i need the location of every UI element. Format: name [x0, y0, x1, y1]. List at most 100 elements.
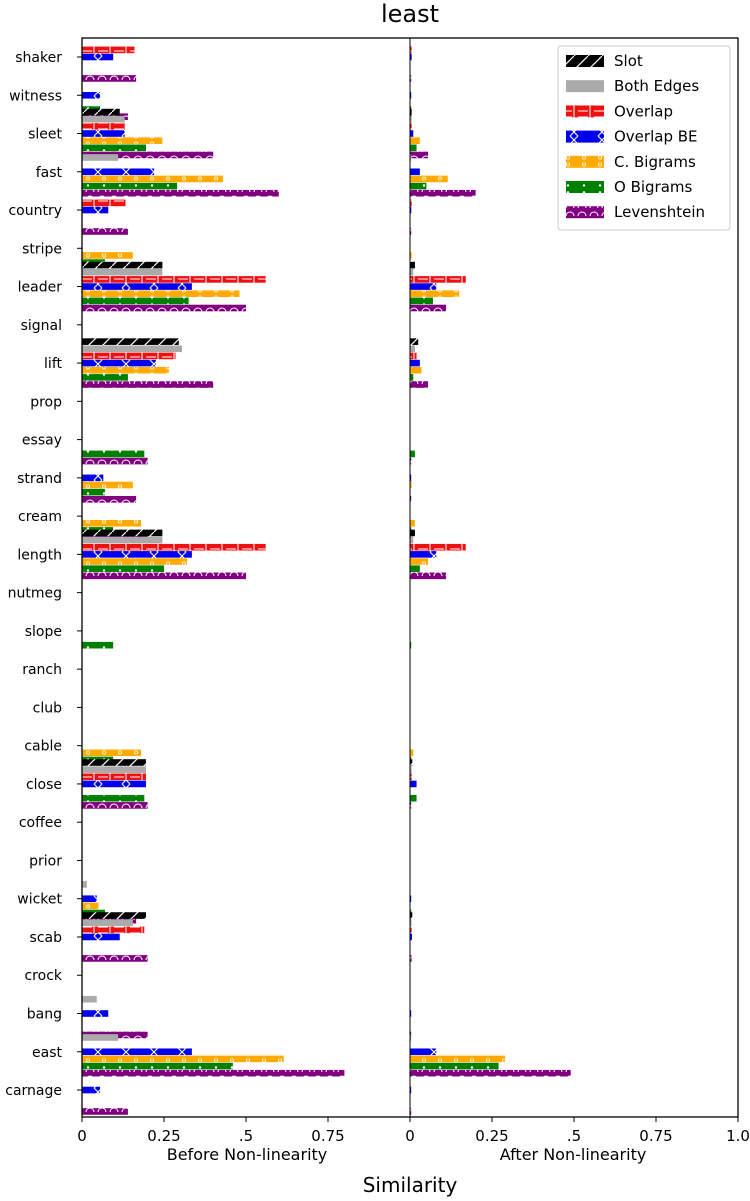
bar-after-overlap-be-sleet [410, 130, 414, 137]
bar-before-both-edges-wicket [82, 881, 87, 888]
legend-swatch-c-bigrams [566, 155, 604, 168]
bar-before-c-bigrams-leader [82, 290, 240, 298]
bar-before-both-edges-length [82, 536, 163, 544]
bar-before-c-bigrams-strand [82, 481, 133, 489]
x-tick-label: .5 [567, 1127, 581, 1145]
legend-swatch-overlap [566, 105, 604, 118]
bar-after-o-bigrams-fast [410, 182, 427, 190]
bar-before-overlap-be-witness [82, 91, 101, 99]
y-tick-label: strand [17, 471, 62, 487]
y-tick-label: shaker [15, 50, 62, 66]
y-tick-label: scab [30, 930, 63, 946]
bar-after-slot-scab [410, 912, 413, 919]
bar-after-c-bigrams-stripe [410, 252, 412, 259]
bar-after-c-bigrams-leader [410, 290, 460, 298]
bar-after-c-bigrams-fast [410, 175, 448, 183]
y-tick-label: crock [24, 968, 62, 984]
bar-before-slot-sleet [82, 108, 120, 116]
bar-before-levenshtein-country [82, 228, 128, 235]
bar-after-overlap-be-carnage [410, 1086, 412, 1094]
bar-after-both-edges-lift [410, 345, 415, 353]
bar-after-overlap-country [410, 199, 412, 207]
bar-before-levenshtein-sleet [82, 151, 214, 159]
bar-after-o-bigrams-essay [410, 450, 415, 458]
y-tick-label: witness [9, 88, 62, 104]
axes-layer: shaker witness sleet fast country stripe leade… [5, 37, 750, 1145]
bar-before-both-edges-fast [82, 154, 119, 161]
y-tick-label: prop [30, 394, 62, 410]
bar-before-both-edges-close [82, 766, 146, 773]
bar-after-overlap-lift [410, 352, 417, 360]
bar-after-o-bigrams-sleet [410, 144, 417, 152]
bar-after-levenshtein-strand [410, 496, 412, 503]
y-tick-label: carnage [5, 1083, 62, 1099]
bar-after-both-edges-close [410, 766, 412, 773]
bar-before-slot-length [82, 529, 163, 537]
bar-before-c-bigrams-wicket [82, 902, 99, 910]
bar-before-levenshtein-close [82, 802, 148, 809]
legend-swatch-both-edges [566, 80, 604, 93]
bar-before-overlap-be-country [82, 206, 109, 214]
bar-after-overlap-be-close [410, 780, 417, 788]
bar-before-overlap-be-bang [82, 1010, 109, 1017]
legend-swatch-slot [566, 55, 604, 67]
y-tick-label: cable [24, 739, 62, 755]
bar-before-o-bigrams-east [82, 1062, 233, 1070]
bar-after-both-edges-sleet [410, 115, 412, 123]
bar-after-levenshtein-sleet [410, 151, 429, 159]
bar-before-slot-leader [82, 261, 163, 269]
bars-layer [82, 46, 571, 1115]
bar-before-o-bigrams-essay [82, 450, 145, 458]
legend-label: Slot [614, 52, 643, 70]
bar-after-levenshtein-length [410, 572, 447, 580]
bar-before-slot-scab [82, 912, 146, 919]
bar-after-c-bigrams-east [410, 1055, 506, 1063]
bar-before-overlap-be-strand [82, 474, 104, 482]
bar-after-slot-close [410, 759, 413, 766]
bar-before-overlap-be-shaker [82, 53, 114, 61]
bar-after-overlap-be-fast [410, 168, 420, 176]
y-tick-label: close [26, 777, 62, 793]
bar-before-overlap-be-east [82, 1048, 192, 1056]
bar-before-o-bigrams-close [82, 794, 145, 802]
bar-before-o-bigrams-length [82, 565, 164, 572]
panel-label-after: After Non-linearity [500, 1145, 647, 1164]
bar-after-slot-leader [410, 261, 415, 269]
bar-before-levenshtein-shaker [82, 75, 137, 82]
legend-label: Levenshtein [614, 203, 705, 221]
bar-after-o-bigrams-close [410, 794, 417, 802]
bar-after-overlap-be-scab [410, 933, 412, 941]
bar-before-levenshtein-length [82, 572, 246, 580]
x-tick-label: 0.25 [147, 1127, 180, 1145]
bar-after-slot-sleet [410, 108, 412, 116]
bar-after-levenshtein-close [410, 802, 412, 809]
bar-before-levenshtein-east [82, 1069, 345, 1077]
bar-before-o-bigrams-strand [82, 488, 105, 496]
legend: Slot Both Edges Overlap Overlap BE C. Bigram… [557, 45, 731, 231]
bar-before-o-bigrams-slope [82, 641, 114, 649]
bar-after-both-edges-length [410, 536, 414, 544]
bar-after-overlap-be-wicket [410, 895, 412, 903]
legend-swatch-overlap-be [566, 130, 604, 143]
bar-after-overlap-length [410, 543, 466, 551]
bar-before-both-edges-scab [82, 919, 133, 926]
bar-before-o-bigrams-sleet [82, 144, 146, 152]
bar-before-overlap-lift [82, 352, 176, 360]
bar-before-c-bigrams-length [82, 558, 187, 565]
bar-after-both-edges-leader [410, 268, 414, 276]
bar-after-levenshtein-fast [410, 189, 476, 197]
bar-before-both-edges-sleet [82, 115, 125, 123]
y-tick-label: east [32, 1045, 62, 1061]
bar-after-overlap-be-bang [410, 1010, 412, 1017]
bar-after-overlap-leader [410, 276, 466, 283]
bar-after-c-bigrams-length [410, 558, 429, 565]
bar-before-overlap-close [82, 773, 146, 781]
bar-after-levenshtein-carnage [410, 1108, 412, 1115]
x-tick-label: 0.75 [639, 1127, 672, 1145]
x-tick-label: 1.0 [726, 1127, 750, 1145]
bar-after-levenshtein-east [410, 1069, 571, 1077]
bar-after-overlap-close [410, 773, 412, 781]
bar-before-overlap-be-scab [82, 933, 120, 941]
bar-after-both-edges-east [410, 1034, 412, 1041]
